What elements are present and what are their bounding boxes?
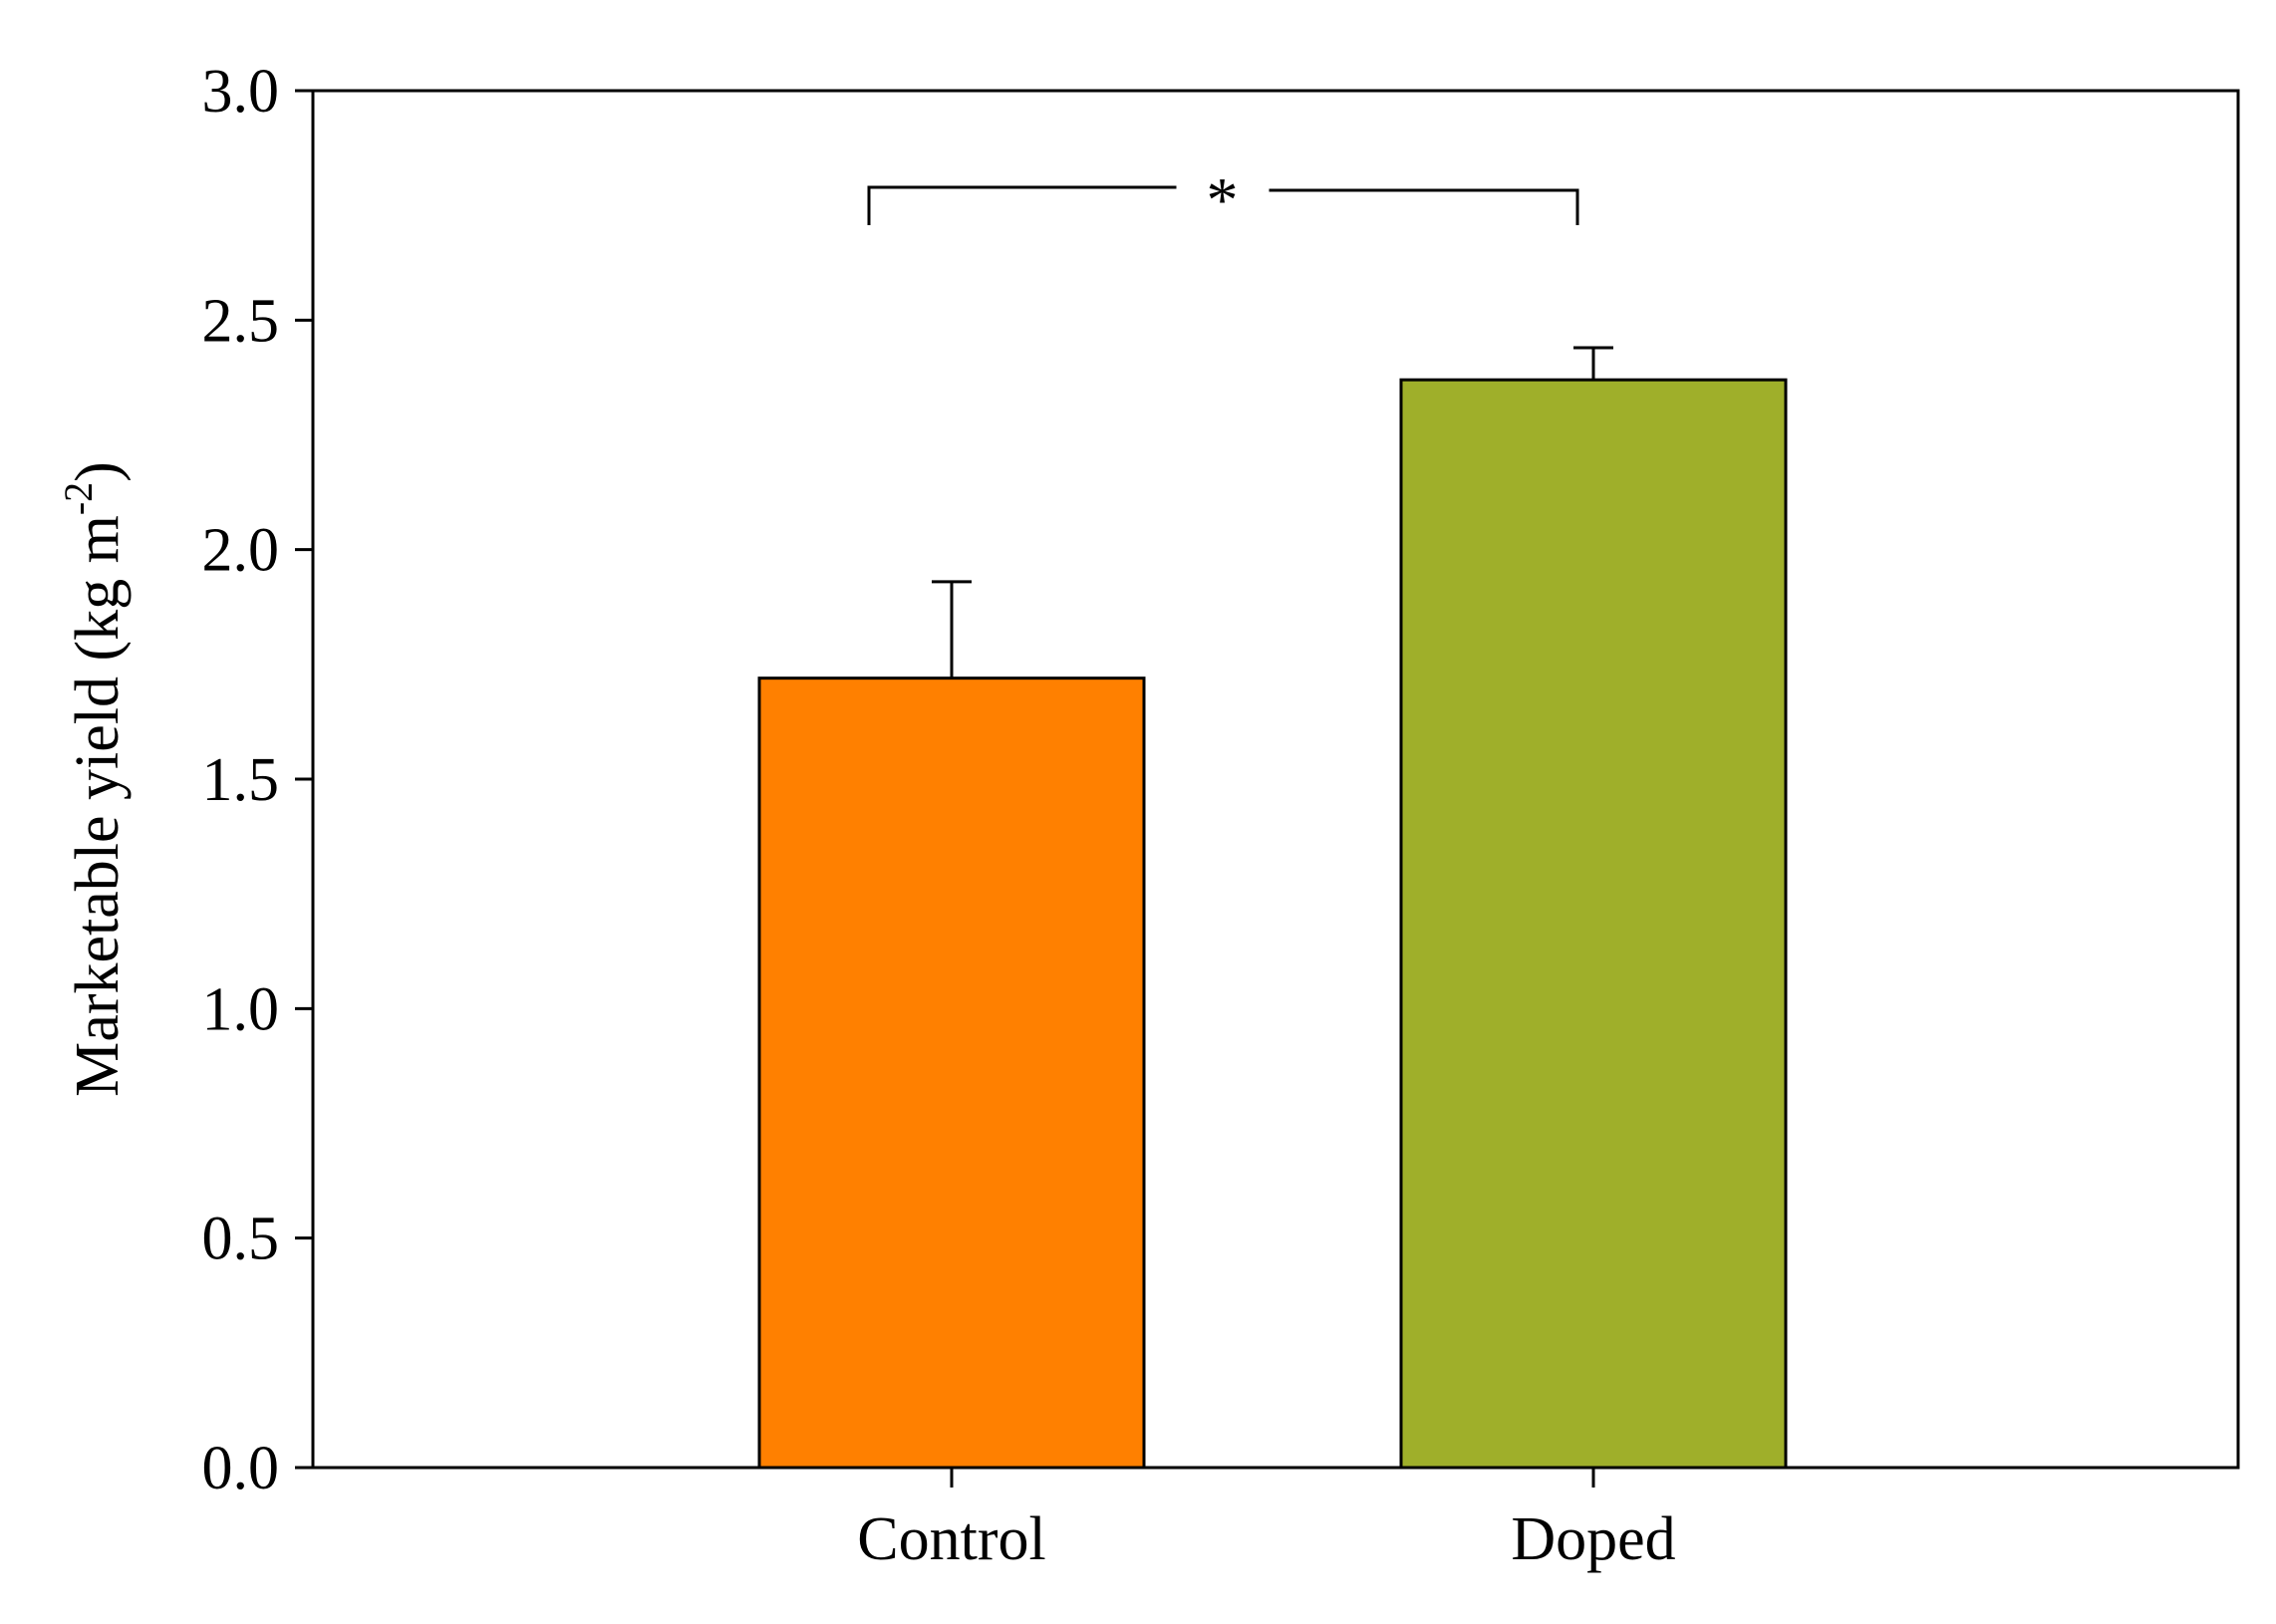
significance-bracket: * [867, 164, 1579, 235]
significance-label: * [1207, 164, 1239, 235]
plot-frame [311, 89, 2240, 1470]
y-tick-label: 0.0 [202, 1435, 280, 1502]
y-tick-label: 2.0 [202, 517, 280, 585]
x-tick-label-control: Control [857, 1505, 1045, 1573]
y-axis-title: Marketable yield (kg m-2) [56, 461, 132, 1097]
bracket-left [867, 185, 1177, 225]
y-axis: 0.0 0.5 1.0 1.5 2.0 2.5 3.0 [202, 58, 313, 1502]
y-tick-label: 1.0 [202, 975, 280, 1043]
x-axis: Control Doped [857, 1468, 1676, 1573]
bars [757, 378, 1788, 1470]
y-tick-label: 2.5 [202, 287, 280, 355]
bar-doped [1399, 378, 1788, 1470]
y-tick-label: 1.5 [202, 746, 280, 814]
bar-control [757, 677, 1146, 1470]
error-bars [932, 346, 1613, 678]
x-tick-label-doped: Doped [1511, 1505, 1675, 1573]
y-tick-label: 3.0 [202, 58, 280, 126]
y-tick-label: 0.5 [202, 1206, 280, 1273]
bracket-right [1269, 188, 1579, 225]
